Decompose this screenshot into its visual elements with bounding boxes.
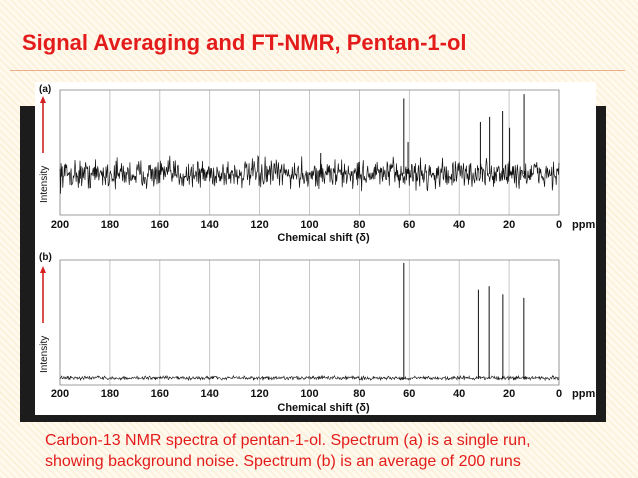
plot-frame — [59, 89, 560, 216]
x-unit-label: ppm — [572, 388, 595, 400]
x-axis-title: Chemical shift (δ) — [277, 402, 370, 414]
x-tick-label: 180 — [101, 219, 119, 231]
x-tick-label: 0 — [556, 388, 562, 400]
x-tick-label: 200 — [51, 219, 69, 231]
plot-frame — [59, 259, 560, 386]
x-unit-label: ppm — [572, 219, 595, 231]
x-tick-label: 200 — [51, 388, 69, 400]
x-tick-label: 60 — [403, 388, 415, 400]
x-tick-label: 60 — [403, 219, 415, 231]
x-tick-label: 100 — [300, 219, 318, 231]
y-axis-arrowhead — [40, 266, 46, 273]
x-tick-label: 120 — [250, 219, 268, 231]
x-tick-label: 40 — [453, 219, 465, 231]
x-tick-label: 160 — [151, 388, 169, 400]
nmr-figure: (a) Intensity 200 180 160 140 120 100 80 60 40 20 0 p… — [35, 82, 596, 415]
panel-label: (b) — [39, 252, 52, 263]
y-axis-arrowhead — [40, 96, 46, 103]
slide-title: Signal Averaging and FT-NMR, Pentan-1-ol — [22, 30, 467, 55]
y-axis-label: Intensity — [39, 166, 50, 203]
x-tick-label: 140 — [201, 388, 219, 400]
x-tick-label: 80 — [353, 219, 365, 231]
x-tick-label: 100 — [300, 388, 318, 400]
x-tick-label: 80 — [353, 388, 365, 400]
x-tick-label: 20 — [503, 219, 515, 231]
x-tick-label: 40 — [453, 388, 465, 400]
x-tick-label: 20 — [503, 388, 515, 400]
x-axis-title: Chemical shift (δ) — [277, 232, 370, 244]
x-tick-label: 140 — [201, 219, 219, 231]
x-tick-label: 0 — [556, 219, 562, 231]
spectrum-trace — [59, 374, 560, 382]
panel-label: (a) — [39, 84, 51, 95]
spectrum-trace — [59, 154, 560, 194]
x-tick-label: 120 — [250, 388, 268, 400]
title-divider — [10, 70, 625, 71]
figure-caption: Carbon-13 NMR spectra of pentan-1-ol. Sp… — [45, 430, 625, 472]
caption-line-1: Carbon-13 NMR spectra of pentan-1-ol. Sp… — [45, 432, 531, 449]
x-tick-label: 180 — [101, 388, 119, 400]
caption-line-2: showing background noise. Spectrum (b) i… — [45, 453, 521, 470]
x-tick-label: 160 — [151, 219, 169, 231]
y-axis-label: Intensity — [39, 336, 50, 373]
